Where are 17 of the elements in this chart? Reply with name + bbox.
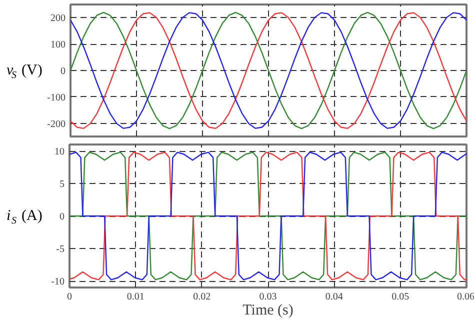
x-tick-label: 0.03 — [259, 292, 277, 302]
y-tick-label: 5 — [60, 179, 64, 190]
y-tick-label: 100 — [50, 40, 66, 51]
y-tick-label: -5 — [56, 244, 65, 255]
y-tick-label: 200 — [50, 13, 66, 24]
y-tick-label: 0 — [60, 66, 66, 77]
y-tick-label: -100 — [47, 92, 66, 104]
x-tick-label: 0.06 — [457, 292, 474, 302]
x-tick-label: 0.04 — [325, 292, 343, 302]
x-tick-label: 0.01 — [126, 292, 144, 302]
x-axis-title: Time (s) — [242, 302, 294, 318]
x-tick-label: 0.05 — [392, 292, 410, 302]
y-tick-label: -10 — [51, 276, 65, 288]
y-tick-label: -200 — [47, 118, 66, 130]
x-tick-label: 0.02 — [193, 292, 211, 302]
y-tick-label: 0 — [60, 212, 64, 222]
y-tick-label: 10 — [54, 146, 64, 158]
